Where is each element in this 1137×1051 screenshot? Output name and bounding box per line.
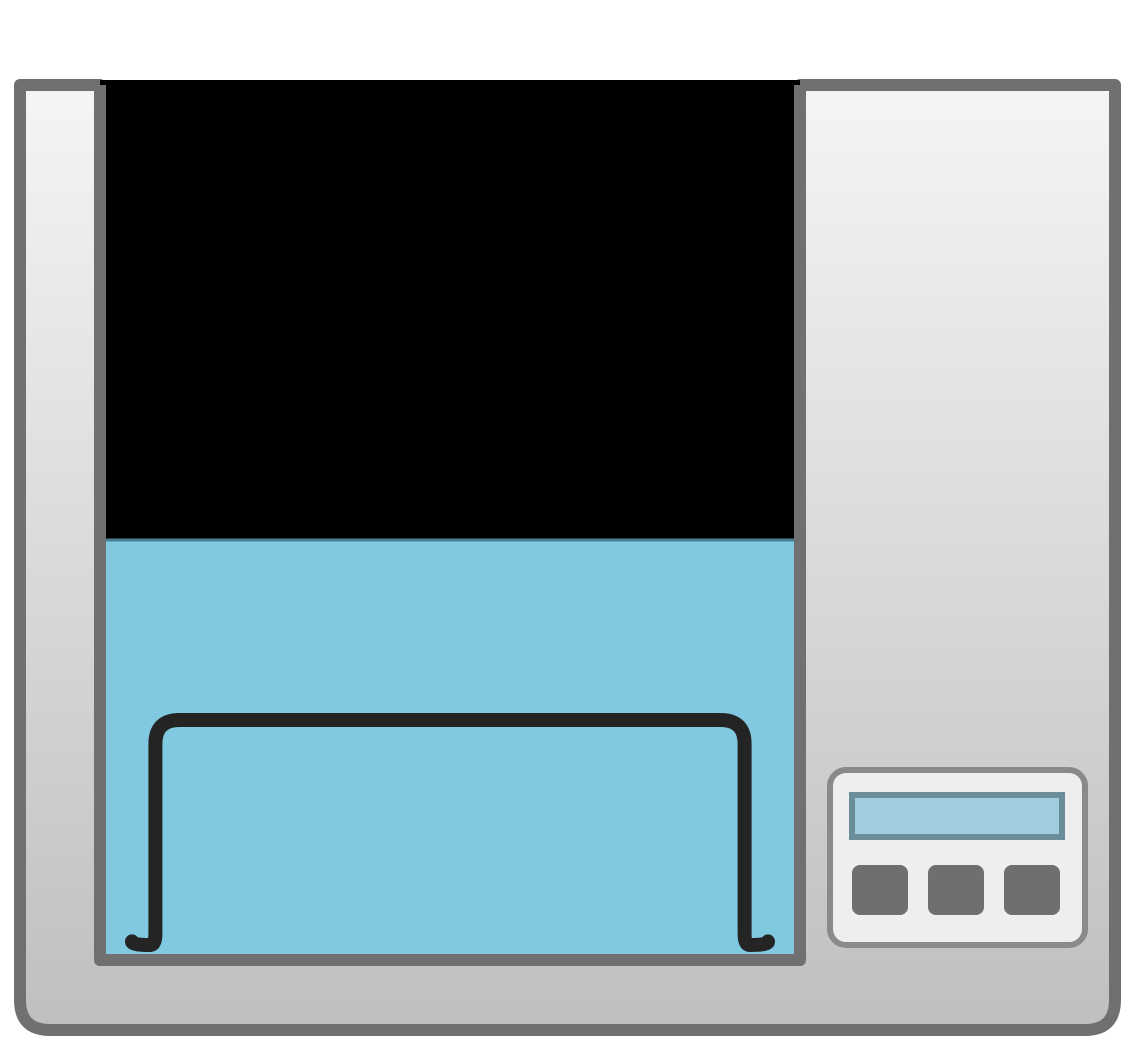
lcd-display [852, 795, 1062, 837]
control-button-3[interactable] [1004, 865, 1060, 915]
bath-cavity-air [100, 80, 800, 540]
water-bath-diagram [0, 0, 1137, 1051]
control-button-1[interactable] [852, 865, 908, 915]
bath-water [100, 540, 800, 960]
control-button-2[interactable] [928, 865, 984, 915]
